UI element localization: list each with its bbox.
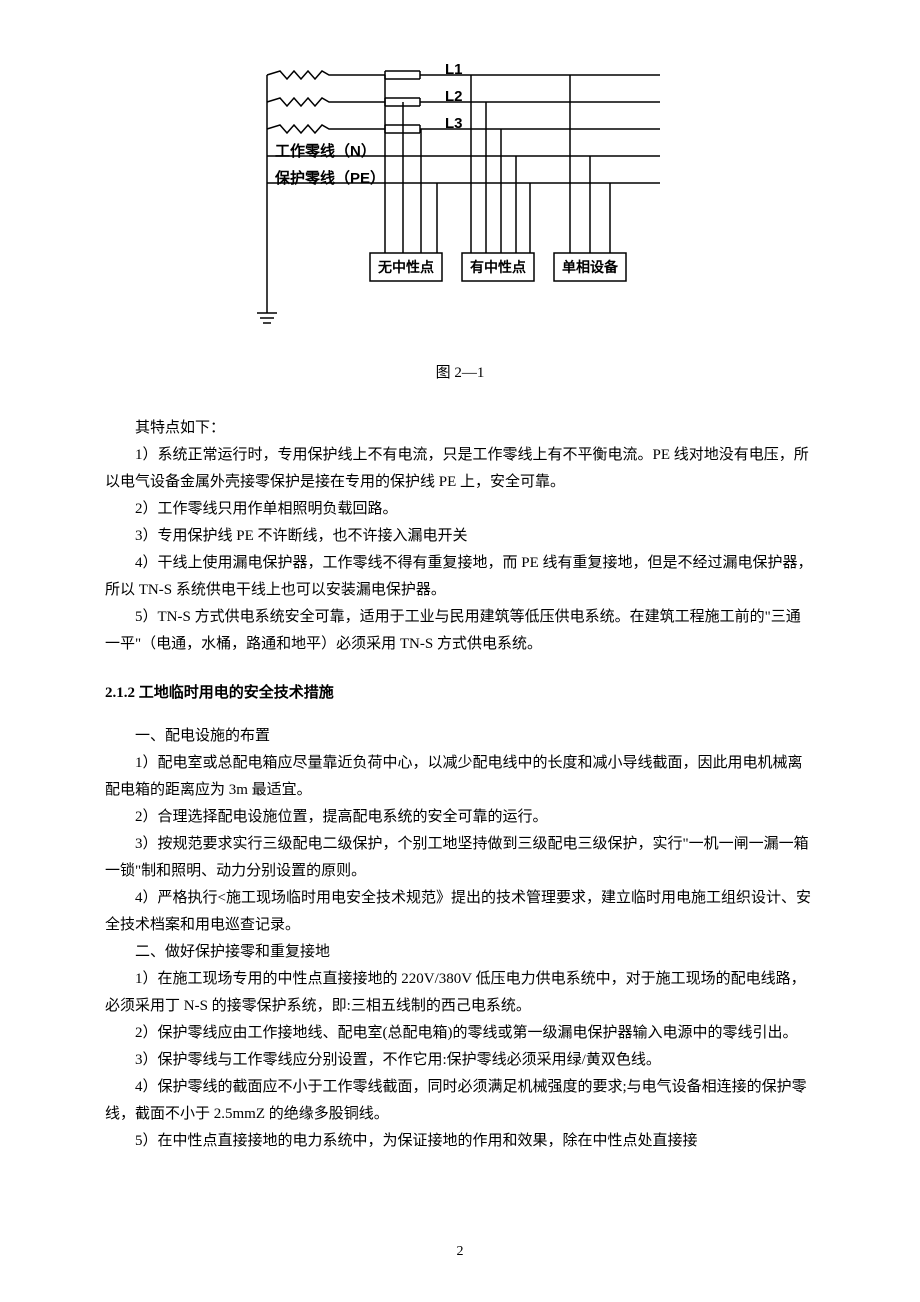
box1-label: 无中性点 [377,259,434,275]
label-l3: L3 [445,110,463,137]
sub1-heading: 一、配电设施的布置 [105,723,815,750]
figure-caption: 图 2—1 [105,360,815,387]
s2p1: 1）在施工现场专用的中性点直接接地的 220V/380V 低压电力供电系统中，对… [105,966,815,1020]
s1p3: 3）按规范要求实行三级配电二级保护，个别工地坚持做到三级配电三级保护，实行"一机… [105,831,815,885]
para-5: 5）TN-S 方式供电系统安全可靠，适用于工业与民用建筑等低压供电系统。在建筑工… [105,604,815,658]
page-number: 2 [0,1239,920,1264]
label-l1: L1 [445,56,463,83]
label-pe: 保护零线（PE） [275,165,385,192]
para-4: 4）干线上使用漏电保护器，工作零线不得有重复接地，而 PE 线有重复接地，但是不… [105,550,815,604]
s2p5: 5）在中性点直接接地的电力系统中，为保证接地的作用和效果，除在中性点处直接接 [105,1128,815,1155]
s1p2: 2）合理选择配电设施位置，提高配电系统的安全可靠的运行。 [105,804,815,831]
sub2-heading: 二、做好保护接零和重复接地 [105,939,815,966]
intro-line: 其特点如下： [105,415,815,442]
s1p4: 4）严格执行<施工现场临时用电安全技术规范》提出的技术管理要求，建立临时用电施工… [105,885,815,939]
s2p2: 2）保护零线应由工作接地线、配电室(总配电箱)的零线或第一级漏电保护器输入电源中… [105,1020,815,1047]
para-3: 3）专用保护线 PE 不许断线，也不许接入漏电开关 [105,523,815,550]
label-l2: L2 [445,83,463,110]
s2p3: 3）保护零线与工作零线应分别设置，不作它用:保护零线必须采用绿/黄双色线。 [105,1047,815,1074]
box2-label: 有中性点 [470,259,526,275]
s1p1: 1）配电室或总配电箱应尽量靠近负荷中心，以减少配电线中的长度和减小导线截面，因此… [105,750,815,804]
para-1: 1）系统正常运行时，专用保护线上不有电流，只是工作零线上有不平衡电流。PE 线对… [105,442,815,496]
box3-label: 单相设备 [562,259,619,275]
s2p4: 4）保护零线的截面应不小于工作零线截面，同时必须满足机械强度的要求;与电气设备相… [105,1074,815,1128]
label-n: 工作零线（N） [275,138,376,165]
diagram-area: 无中性点 有中性点 单相设备 L1 L2 L3 工作零线（N） 保护零线（PE） [105,60,815,340]
circuit-diagram: 无中性点 有中性点 单相设备 L1 L2 L3 工作零线（N） 保护零线（PE） [255,60,665,340]
page-container: 无中性点 有中性点 单相设备 L1 L2 L3 工作零线（N） 保护零线（PE）… [0,0,920,1302]
para-2: 2）工作零线只用作单相照明负载回路。 [105,496,815,523]
section-heading: 2.1.2 工地临时用电的安全技术措施 [105,680,815,707]
